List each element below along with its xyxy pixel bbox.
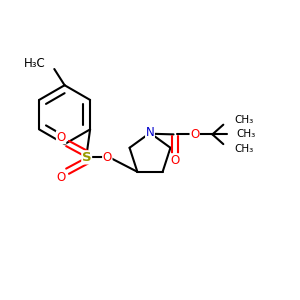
Text: O: O: [56, 131, 66, 144]
Text: O: O: [56, 171, 66, 184]
Text: S: S: [82, 151, 92, 164]
Text: H₃C: H₃C: [24, 57, 46, 70]
Text: N: N: [146, 126, 154, 140]
Text: CH₃: CH₃: [234, 144, 254, 154]
Text: O: O: [190, 128, 200, 141]
Text: O: O: [103, 151, 112, 164]
Text: O: O: [170, 154, 180, 167]
Text: CH₃: CH₃: [237, 129, 256, 140]
Text: CH₃: CH₃: [234, 115, 254, 125]
